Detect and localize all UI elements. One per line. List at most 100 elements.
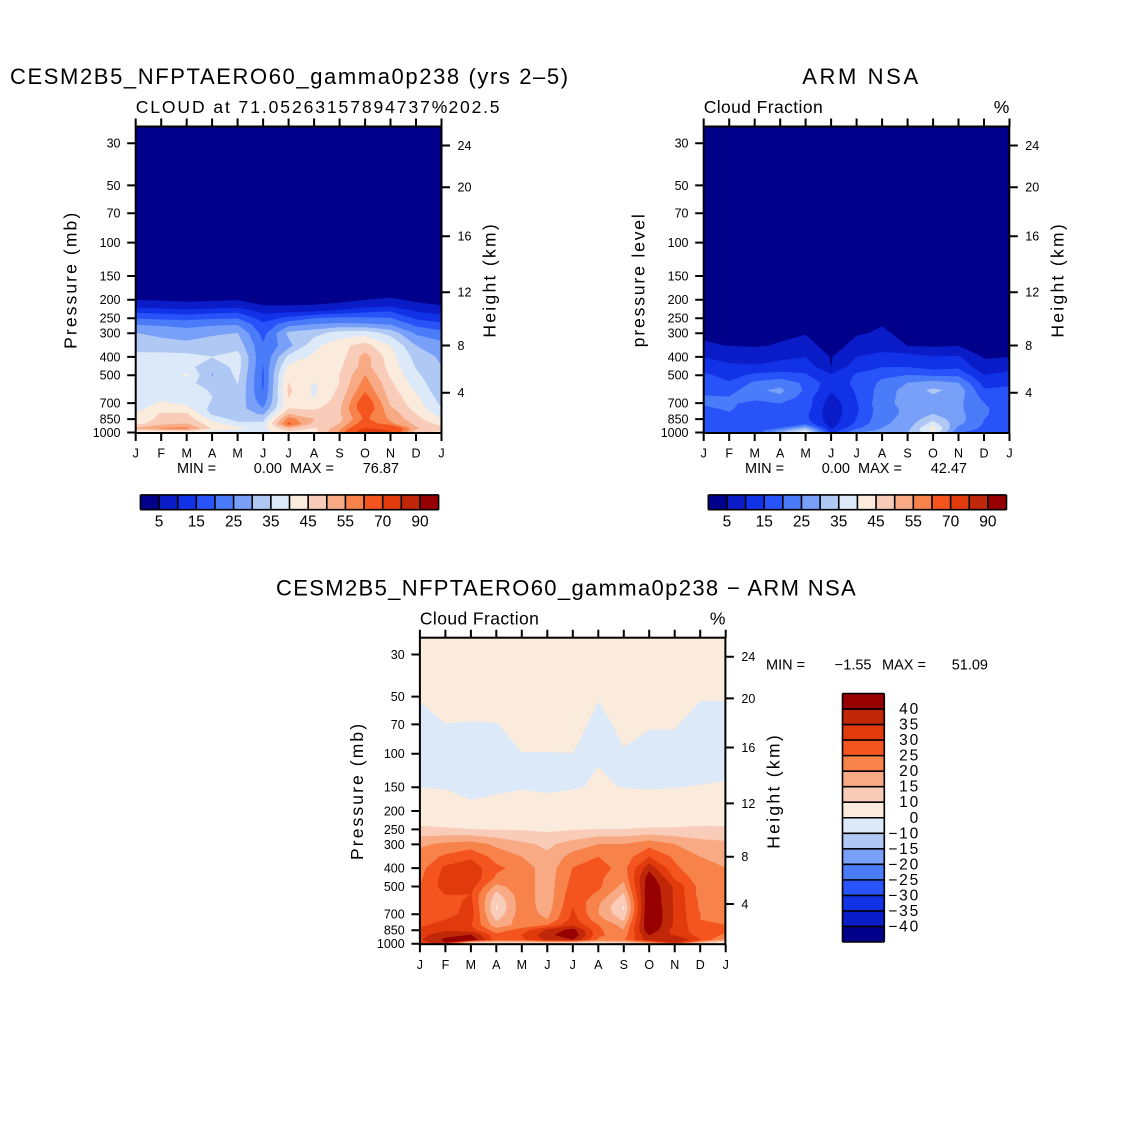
svg-text:8: 8: [1025, 339, 1032, 353]
svg-text:Pressure (mb): Pressure (mb): [61, 211, 81, 349]
svg-text:%: %: [710, 609, 726, 629]
svg-text:40: 40: [899, 701, 920, 718]
svg-text:250: 250: [384, 823, 405, 837]
svg-text:400: 400: [100, 350, 121, 364]
svg-text:24: 24: [1025, 139, 1039, 153]
svg-text:15: 15: [188, 514, 205, 531]
svg-text:15: 15: [899, 779, 920, 796]
svg-text:20: 20: [899, 763, 920, 780]
svg-text:F: F: [442, 958, 450, 972]
svg-text:O: O: [360, 447, 370, 461]
svg-text:150: 150: [100, 269, 121, 283]
svg-text:200: 200: [100, 293, 121, 307]
svg-text:M: M: [181, 447, 191, 461]
svg-text:M: M: [232, 447, 242, 461]
svg-text:1000: 1000: [661, 426, 689, 440]
svg-text:70: 70: [391, 718, 405, 732]
svg-text:700: 700: [384, 908, 405, 922]
svg-text:24: 24: [741, 650, 755, 664]
svg-text:D: D: [696, 958, 705, 972]
svg-text:400: 400: [384, 862, 405, 876]
svg-text:N: N: [386, 447, 395, 461]
svg-text:−25: −25: [888, 872, 920, 889]
svg-text:250: 250: [668, 312, 689, 326]
svg-text:M: M: [466, 958, 476, 972]
svg-text:Height (km): Height (km): [764, 733, 784, 849]
svg-text:M: M: [517, 958, 527, 972]
svg-text:16: 16: [1025, 230, 1039, 244]
svg-text:N: N: [954, 447, 963, 461]
svg-text:90: 90: [979, 514, 997, 531]
svg-text:J: J: [1006, 447, 1012, 461]
svg-text:4: 4: [741, 897, 748, 911]
svg-text:M: M: [749, 447, 759, 461]
svg-text:20: 20: [741, 692, 755, 706]
svg-text:S: S: [903, 447, 911, 461]
svg-text:300: 300: [100, 327, 121, 341]
svg-text:S: S: [620, 958, 628, 972]
svg-text:8: 8: [458, 339, 465, 353]
svg-text:O: O: [644, 958, 654, 972]
svg-text:202.5: 202.5: [449, 97, 502, 117]
svg-text:300: 300: [668, 327, 689, 341]
svg-text:700: 700: [100, 396, 121, 410]
svg-text:−1.55: −1.55: [835, 658, 872, 674]
svg-text:850: 850: [668, 412, 689, 426]
svg-text:Height (km): Height (km): [480, 222, 500, 338]
svg-text:500: 500: [100, 369, 121, 383]
svg-text:J: J: [828, 447, 834, 461]
svg-text:30: 30: [675, 137, 689, 151]
svg-text:MIN =: MIN =: [177, 461, 216, 477]
svg-text:42.47: 42.47: [931, 461, 967, 477]
svg-text:12: 12: [1025, 286, 1039, 300]
svg-text:16: 16: [741, 741, 755, 755]
svg-text:−10: −10: [888, 825, 920, 842]
svg-text:J: J: [570, 958, 576, 972]
svg-text:12: 12: [458, 286, 472, 300]
svg-text:25: 25: [225, 514, 242, 531]
svg-text:−40: −40: [888, 918, 920, 935]
svg-text:30: 30: [107, 137, 121, 151]
svg-text:MIN =: MIN =: [745, 461, 784, 477]
svg-text:24: 24: [458, 139, 472, 153]
svg-text:100: 100: [384, 747, 405, 761]
svg-text:A: A: [878, 447, 887, 461]
svg-text:Pressure (mb): Pressure (mb): [347, 722, 367, 860]
svg-text:O: O: [928, 447, 938, 461]
svg-text:0: 0: [910, 810, 920, 827]
svg-text:850: 850: [384, 924, 405, 938]
svg-text:CESM2B5_NFPTAERO60_gamma0p238: CESM2B5_NFPTAERO60_gamma0p238 − ARM NSA: [276, 576, 857, 601]
svg-text:4: 4: [458, 386, 465, 400]
svg-text:35: 35: [262, 514, 279, 531]
svg-text:50: 50: [675, 179, 689, 193]
svg-text:20: 20: [1025, 181, 1039, 195]
svg-text:A: A: [492, 958, 501, 972]
svg-text:%: %: [432, 97, 448, 117]
svg-text:150: 150: [668, 269, 689, 283]
svg-text:−20: −20: [888, 856, 920, 873]
svg-text:J: J: [544, 958, 550, 972]
svg-text:CESM2B5_NFPTAERO60_gamma0p238: CESM2B5_NFPTAERO60_gamma0p238 (yrs 2–5): [10, 64, 570, 89]
svg-text:90: 90: [411, 514, 429, 531]
svg-text:30: 30: [391, 648, 405, 662]
svg-text:MAX =: MAX =: [858, 461, 902, 477]
svg-text:Height (km): Height (km): [1048, 222, 1068, 338]
svg-text:−30: −30: [888, 887, 920, 904]
svg-text:850: 850: [100, 412, 121, 426]
svg-text:A: A: [310, 447, 319, 461]
svg-text:45: 45: [867, 514, 884, 531]
svg-text:S: S: [335, 447, 343, 461]
svg-text:55: 55: [337, 514, 354, 531]
svg-text:500: 500: [668, 369, 689, 383]
svg-text:pressure level: pressure level: [629, 212, 649, 347]
svg-text:1000: 1000: [93, 426, 121, 440]
svg-text:200: 200: [668, 293, 689, 307]
svg-text:51.09: 51.09: [952, 658, 988, 674]
svg-text:70: 70: [675, 207, 689, 221]
svg-text:J: J: [133, 447, 139, 461]
svg-text:D: D: [412, 447, 421, 461]
svg-text:500: 500: [384, 880, 405, 894]
svg-text:0.00: 0.00: [254, 461, 282, 477]
svg-text:70: 70: [374, 514, 392, 531]
svg-text:5: 5: [155, 514, 164, 531]
